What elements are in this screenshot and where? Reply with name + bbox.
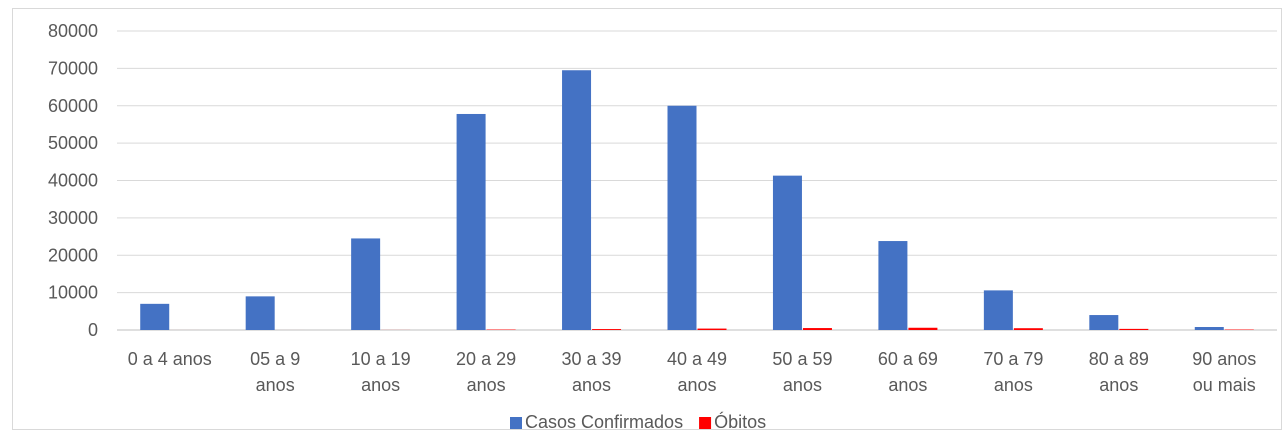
y-tick-label: 10000 bbox=[48, 283, 98, 303]
y-tick-label: 50000 bbox=[48, 133, 98, 153]
bar-obitos bbox=[802, 328, 832, 330]
x-tick-label: 60 a 69 bbox=[878, 349, 938, 369]
y-tick-label: 60000 bbox=[48, 96, 98, 116]
x-tick-label: anos bbox=[677, 375, 716, 395]
x-tick-label: 10 a 19 bbox=[351, 349, 411, 369]
legend-label-obitos: Óbitos bbox=[714, 411, 766, 432]
x-tick-label: anos bbox=[1099, 375, 1138, 395]
y-tick-label: 0 bbox=[88, 320, 98, 340]
x-tick-label: 05 a 9 bbox=[250, 349, 300, 369]
bar-casos-confirmados bbox=[667, 105, 697, 330]
bar-casos-confirmados bbox=[983, 290, 1013, 330]
legend: Casos Confirmados Óbitos bbox=[510, 411, 766, 432]
y-tick-label: 70000 bbox=[48, 58, 98, 78]
bar-casos-confirmados bbox=[1194, 327, 1224, 330]
x-tick-label: anos bbox=[783, 375, 822, 395]
chart-frame bbox=[12, 8, 1282, 430]
x-tick-label: 80 a 89 bbox=[1089, 349, 1149, 369]
bar-casos-confirmados bbox=[1089, 315, 1119, 330]
bars bbox=[140, 70, 1254, 331]
legend-swatch-obitos bbox=[699, 417, 712, 429]
x-tick-label: 90 anos bbox=[1192, 349, 1256, 369]
y-tick-label: 30000 bbox=[48, 208, 98, 228]
y-tick-label: 20000 bbox=[48, 245, 98, 265]
x-tick-label: anos bbox=[467, 375, 506, 395]
gridlines bbox=[117, 30, 1277, 331]
x-tick-label: 0 a 4 anos bbox=[128, 349, 212, 369]
legend-label-casos: Casos Confirmados bbox=[525, 412, 683, 432]
y-tick-label: 80000 bbox=[48, 21, 98, 41]
legend-swatch-casos bbox=[510, 417, 522, 429]
bar-casos-confirmados bbox=[772, 175, 802, 330]
bar-casos-confirmados bbox=[140, 303, 170, 330]
x-tick-label: anos bbox=[361, 375, 400, 395]
x-tick-label: 50 a 59 bbox=[772, 349, 832, 369]
bar-casos-confirmados bbox=[562, 70, 592, 331]
x-tick-label: anos bbox=[888, 375, 927, 395]
bar-obitos bbox=[697, 328, 727, 330]
bar-obitos bbox=[592, 329, 622, 330]
x-tick-label: anos bbox=[572, 375, 611, 395]
bar-obitos bbox=[1119, 328, 1149, 330]
x-tick-label: anos bbox=[994, 375, 1033, 395]
x-axis-ticks: 0 a 4 anos 05 a 9 anos 10 a 19 anos 20 a 29 an… bbox=[128, 349, 1257, 395]
x-tick-label: anos bbox=[256, 375, 295, 395]
y-tick-label: 40000 bbox=[48, 171, 98, 191]
x-tick-label: ou mais bbox=[1193, 375, 1256, 395]
x-tick-label: 40 a 49 bbox=[667, 349, 727, 369]
x-tick-label: 20 a 29 bbox=[456, 349, 516, 369]
bar-obitos bbox=[1013, 328, 1043, 330]
bar-casos-confirmados bbox=[456, 113, 486, 330]
y-axis-ticks: 0 10000 20000 30000 40000 50000 60000 70000 8000… bbox=[48, 21, 98, 340]
bar-casos-confirmados bbox=[245, 296, 275, 330]
bar-casos-confirmados bbox=[351, 238, 381, 330]
x-tick-label: 30 a 39 bbox=[562, 349, 622, 369]
bar-casos-confirmados bbox=[878, 241, 908, 330]
x-tick-label: 70 a 79 bbox=[983, 349, 1043, 369]
bar-obitos bbox=[908, 327, 938, 330]
